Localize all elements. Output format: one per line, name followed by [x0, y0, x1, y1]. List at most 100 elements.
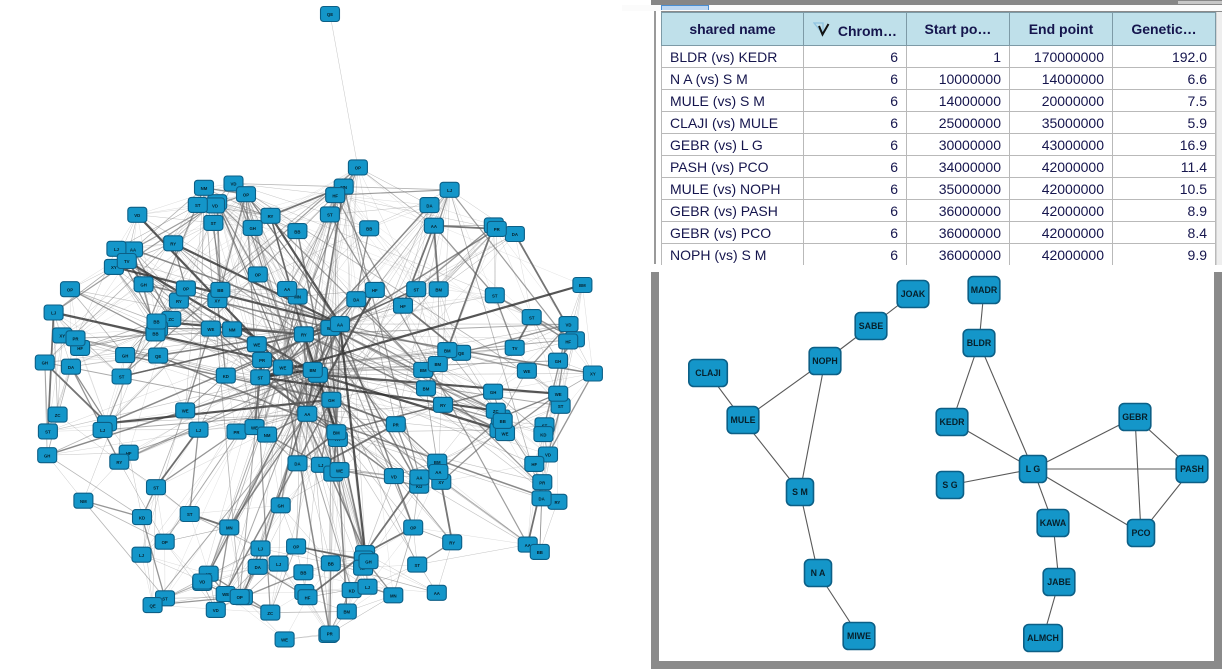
svg-text:XY: XY: [215, 298, 221, 303]
svg-text:MIWE: MIWE: [847, 631, 871, 641]
svg-text:WE: WE: [336, 468, 343, 473]
svg-text:BM: BM: [579, 283, 586, 288]
svg-text:BB: BB: [300, 571, 306, 576]
svg-text:ST: ST: [558, 404, 564, 409]
svg-text:PR: PR: [539, 480, 546, 485]
svg-text:XY: XY: [590, 372, 596, 377]
svg-text:OP: OP: [67, 287, 73, 292]
svg-text:ZC: ZC: [55, 413, 61, 418]
svg-text:KD: KD: [540, 432, 546, 437]
svg-text:PR: PR: [259, 358, 266, 363]
svg-text:BB: BB: [328, 562, 334, 567]
svg-text:BM: BM: [420, 368, 427, 373]
svg-text:LJ: LJ: [258, 547, 264, 552]
svg-text:GH: GH: [42, 361, 48, 366]
svg-text:VD: VD: [213, 608, 219, 613]
svg-text:ST: ST: [413, 287, 419, 292]
svg-text:WE: WE: [279, 366, 286, 371]
svg-text:XY: XY: [111, 265, 117, 270]
svg-text:WE: WE: [207, 327, 214, 332]
svg-text:ST: ST: [119, 375, 125, 380]
svg-text:ZC: ZC: [267, 611, 273, 616]
svg-text:DA: DA: [512, 232, 518, 237]
svg-text:PR: PR: [494, 227, 501, 232]
svg-text:WE: WE: [182, 409, 189, 414]
svg-text:BM: BM: [309, 368, 316, 373]
svg-text:OP: OP: [255, 273, 261, 278]
svg-text:GH: GH: [122, 353, 128, 358]
svg-text:S G: S G: [942, 480, 957, 490]
svg-text:GEBR: GEBR: [1122, 412, 1148, 422]
svg-text:BM: BM: [434, 362, 441, 367]
svg-text:AA: AA: [337, 322, 343, 327]
svg-text:ST: ST: [162, 597, 168, 602]
svg-text:ST: ST: [492, 294, 498, 299]
svg-text:QE: QE: [155, 354, 161, 359]
svg-text:NM: NM: [201, 186, 208, 191]
svg-text:ZC: ZC: [168, 317, 174, 322]
svg-text:S M: S M: [792, 487, 808, 497]
svg-text:NOPH: NOPH: [812, 356, 837, 366]
svg-text:TV: TV: [124, 259, 130, 264]
svg-text:KD: KD: [223, 374, 229, 379]
svg-text:MULE: MULE: [731, 415, 756, 425]
svg-text:WE: WE: [523, 369, 530, 374]
svg-text:SABE: SABE: [859, 321, 884, 331]
svg-text:RY: RY: [176, 299, 182, 304]
svg-text:ST: ST: [187, 512, 193, 517]
svg-text:WE: WE: [281, 638, 288, 643]
svg-text:OP: OP: [237, 595, 243, 600]
svg-text:L G: L G: [1026, 464, 1041, 474]
svg-text:PR: PR: [73, 337, 80, 342]
svg-text:GH: GH: [140, 283, 146, 288]
svg-text:ST: ST: [257, 376, 263, 381]
svg-text:ALMCH: ALMCH: [1027, 633, 1059, 643]
svg-text:RY: RY: [440, 403, 446, 408]
svg-text:HF: HF: [565, 340, 571, 345]
svg-text:LJ: LJ: [365, 585, 371, 590]
svg-text:BLDR: BLDR: [967, 338, 992, 348]
svg-text:MN: MN: [390, 594, 397, 599]
svg-text:HF: HF: [77, 346, 83, 351]
svg-text:RY: RY: [554, 500, 560, 505]
svg-text:QE: QE: [458, 351, 464, 356]
svg-text:OP: OP: [243, 192, 249, 197]
svg-text:JOAK: JOAK: [901, 289, 926, 299]
svg-text:VD: VD: [391, 474, 397, 479]
svg-text:MN: MN: [226, 526, 233, 531]
svg-text:BM: BM: [444, 348, 451, 353]
svg-text:ST: ST: [529, 315, 535, 320]
svg-text:HF: HF: [531, 462, 537, 467]
svg-text:DA: DA: [294, 462, 300, 467]
svg-text:CLAJI: CLAJI: [695, 368, 720, 378]
svg-text:LJ: LJ: [51, 311, 57, 316]
svg-text:HF: HF: [372, 288, 378, 293]
svg-text:MADR: MADR: [971, 285, 998, 295]
svg-text:GH: GH: [44, 453, 50, 458]
svg-text:BB: BB: [217, 288, 223, 293]
svg-text:WE: WE: [555, 392, 562, 397]
svg-text:RY: RY: [301, 333, 307, 338]
svg-text:BB: BB: [152, 332, 158, 337]
svg-text:BB: BB: [537, 550, 543, 555]
svg-text:RY: RY: [116, 460, 122, 465]
svg-text:BM: BM: [343, 610, 350, 615]
svg-text:KEDR: KEDR: [940, 417, 966, 427]
svg-text:BB: BB: [294, 229, 300, 234]
svg-text:AA: AA: [416, 476, 422, 481]
svg-text:VD: VD: [212, 204, 218, 209]
svg-text:WE: WE: [502, 431, 509, 436]
svg-text:LJ: LJ: [318, 463, 324, 468]
svg-text:QE: QE: [149, 603, 155, 608]
svg-text:LJ: LJ: [100, 428, 106, 433]
svg-text:XY: XY: [59, 334, 65, 339]
svg-text:QE: QE: [327, 12, 333, 17]
svg-text:VD: VD: [566, 322, 572, 327]
svg-text:BM: BM: [435, 288, 442, 293]
svg-text:GH: GH: [277, 504, 283, 509]
svg-text:GH: GH: [555, 359, 561, 364]
svg-text:AA: AA: [304, 412, 310, 417]
svg-text:GH: GH: [490, 390, 496, 395]
svg-text:BM: BM: [333, 430, 340, 435]
svg-text:HF: HF: [332, 193, 338, 198]
